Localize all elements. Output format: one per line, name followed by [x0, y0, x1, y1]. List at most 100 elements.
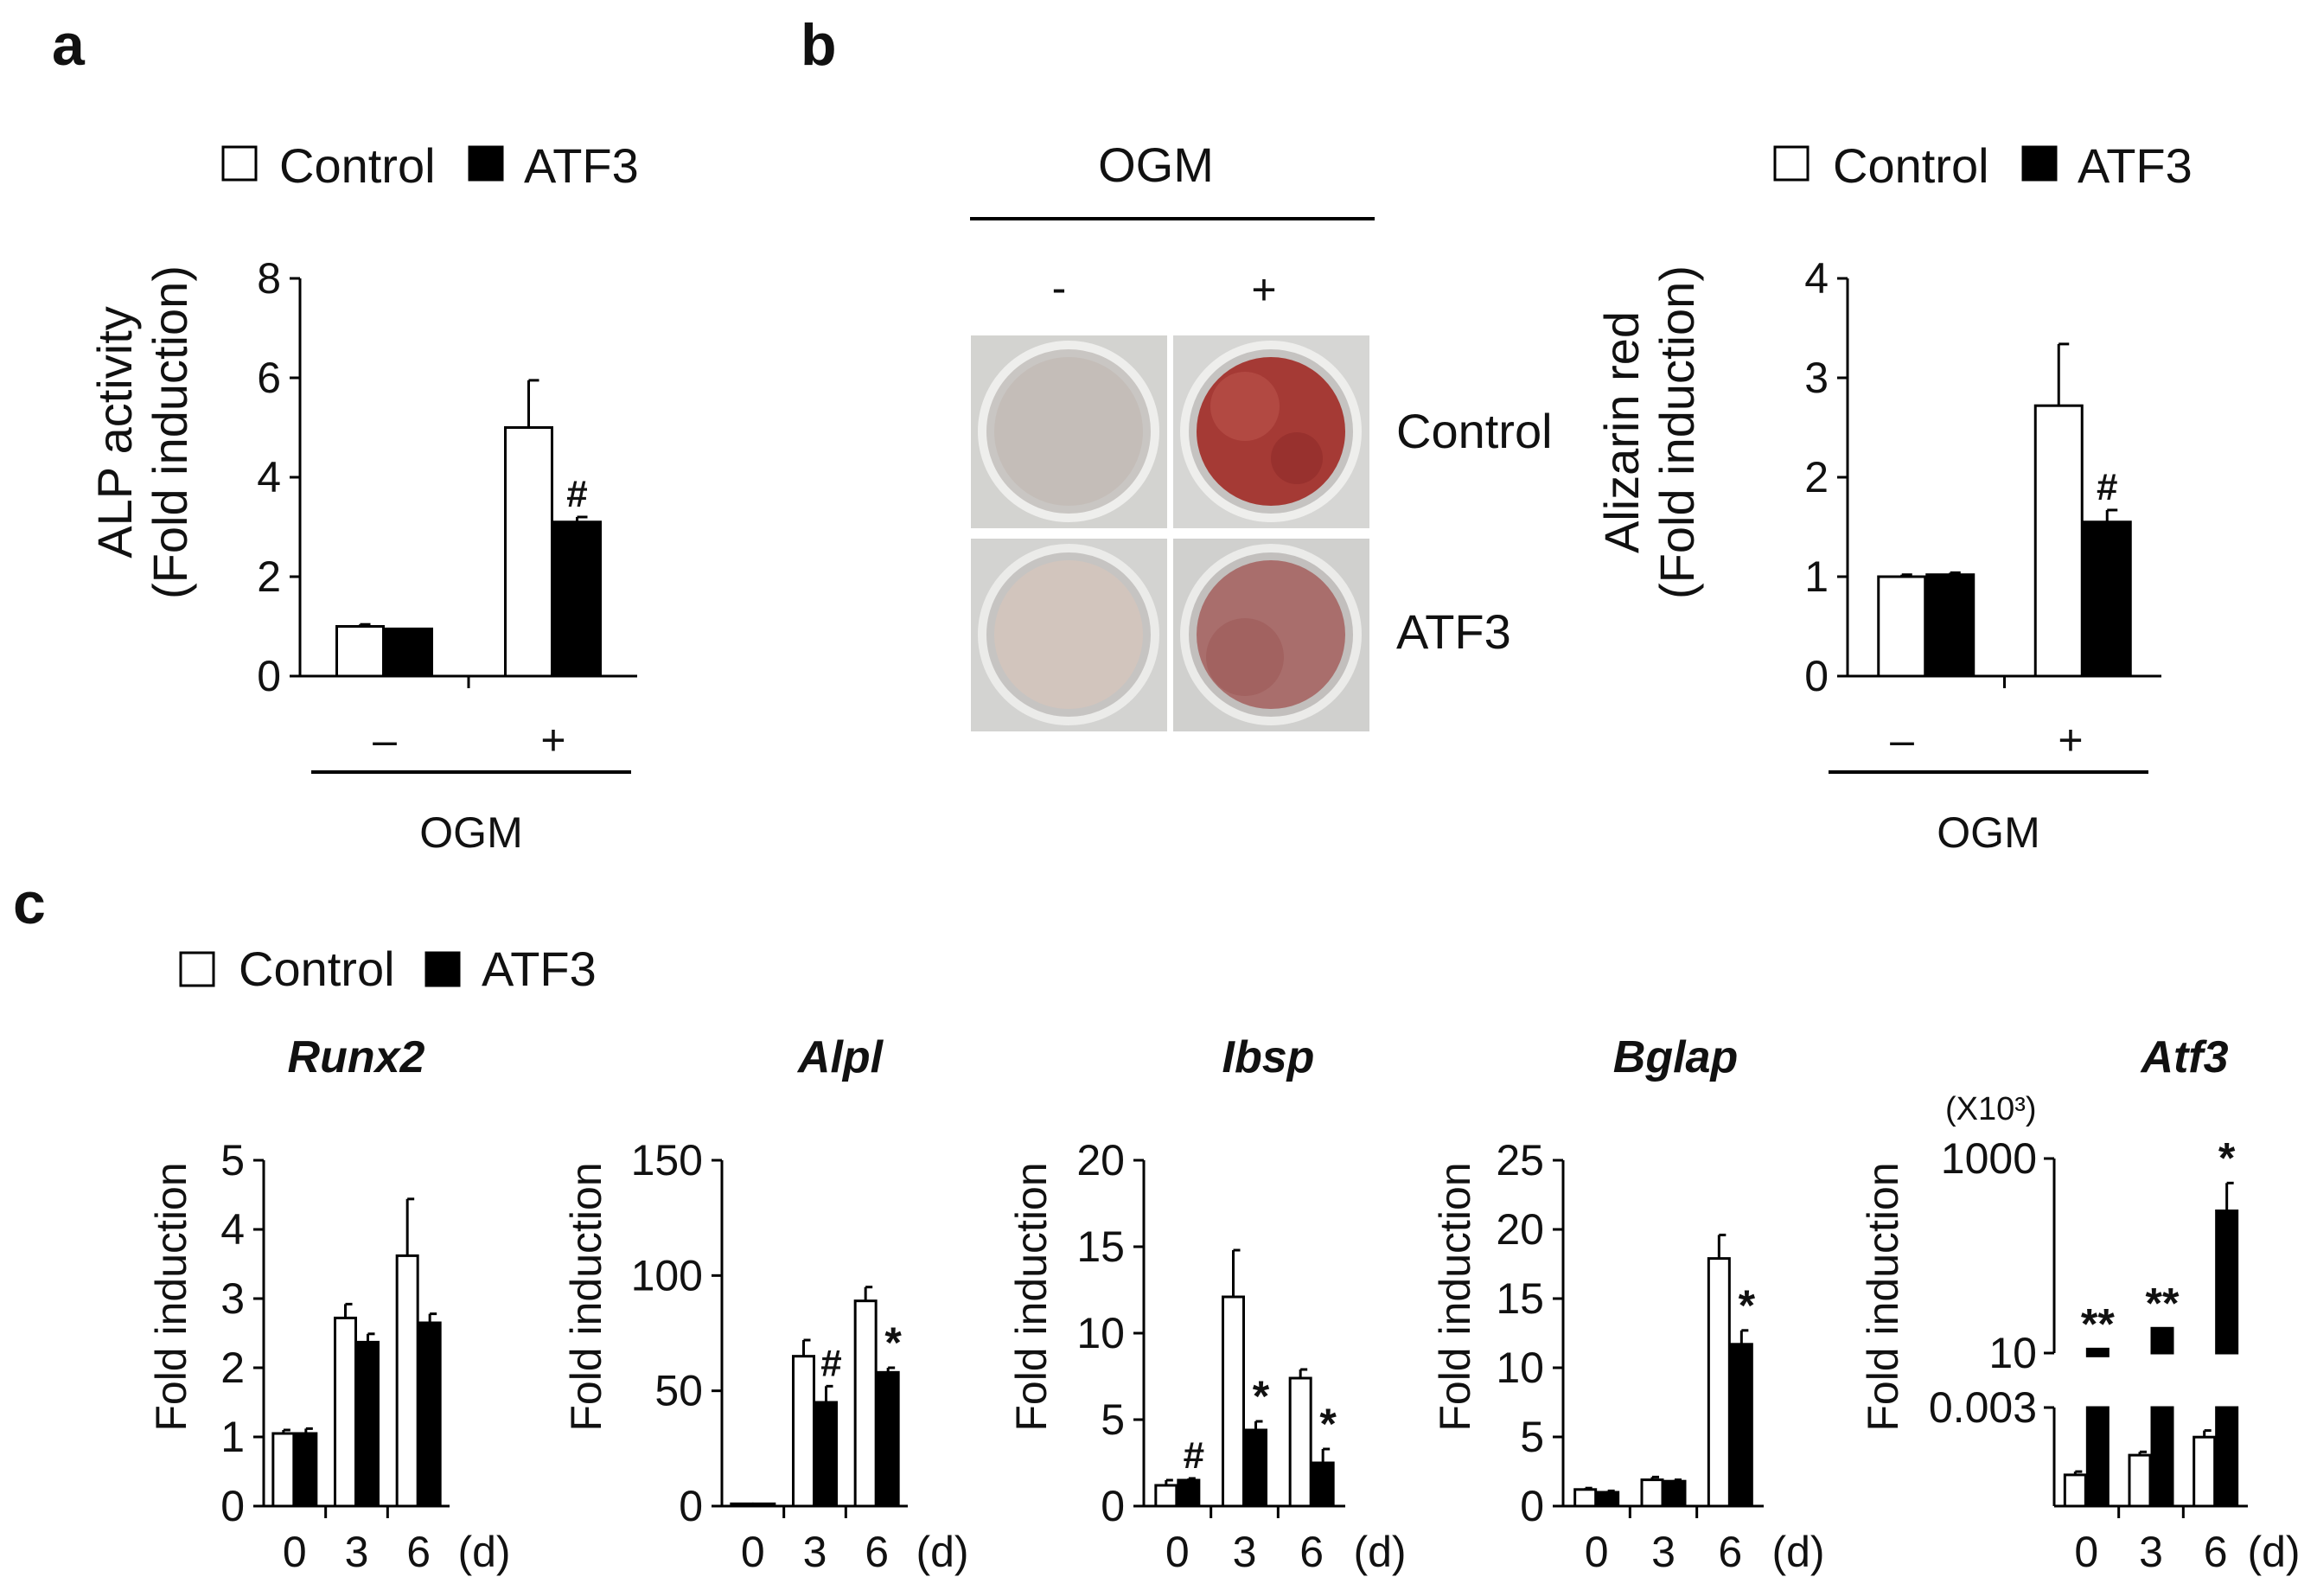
bar-control-3	[2128, 1453, 2152, 1508]
y-tick-label: 5	[1520, 1413, 1544, 1461]
significance-mark: *	[884, 1318, 902, 1367]
bar-atf3-+	[2082, 520, 2132, 678]
bar-atf3-6	[418, 1321, 442, 1508]
gene-title: Runx2	[288, 1032, 425, 1082]
y-tick-label: 100	[631, 1251, 703, 1299]
unit-label: (d)	[1771, 1528, 1824, 1576]
legend-c: Control ATF3	[179, 942, 597, 996]
y-tick-label: 10	[1988, 1329, 2037, 1377]
y-axis-label: Fold induction	[1007, 1162, 1056, 1431]
bar-atf3-6	[1729, 1343, 1753, 1508]
y-tick-label: 3	[1804, 354, 1829, 402]
gene-title: Ibsp	[1222, 1032, 1315, 1082]
bar-control-6	[853, 1299, 878, 1508]
unit-label: (d)	[916, 1528, 968, 1576]
bar-atf3-–	[384, 627, 433, 678]
bar-control-–	[1877, 575, 1927, 678]
bar-atf3-upper-3	[2150, 1326, 2174, 1355]
bar-control-6	[395, 1254, 419, 1508]
bar-control-0	[1154, 1484, 1178, 1508]
y-axis-label: Fold induction	[1859, 1162, 1907, 1431]
y-tick-label: 15	[1496, 1274, 1544, 1323]
x-tick-label: 3	[803, 1528, 827, 1576]
bar-atf3-3	[814, 1401, 838, 1508]
legend-label-control: Control	[279, 138, 436, 193]
legend-swatch-control	[1773, 145, 1810, 182]
significance-mark: #	[566, 473, 587, 515]
row-label-control: Control	[1396, 404, 1553, 458]
bar-control-+	[504, 426, 553, 678]
y-axis-label: Fold induction	[1431, 1162, 1479, 1431]
legend-swatch-atf3	[468, 145, 504, 182]
bar-control-6	[1288, 1376, 1312, 1508]
significance-mark: *	[1319, 1400, 1337, 1448]
bar-atf3-6	[1311, 1461, 1335, 1508]
ogm-minus-label: -	[1052, 264, 1067, 312]
significance-mark: **	[2146, 1279, 2180, 1327]
x-tick-label: –	[373, 716, 397, 764]
y-tick-label: 1	[1804, 552, 1829, 601]
bar-atf3-0	[294, 1432, 318, 1508]
y-tick-label: 10	[1076, 1309, 1125, 1357]
y-tick-label: 50	[654, 1367, 703, 1415]
bar-chart-b: 0 1 2 3 4 # – +	[1804, 254, 2161, 764]
x-tick-label: 0	[1165, 1528, 1190, 1576]
bar-atf3-lower-3	[2150, 1406, 2174, 1508]
y-tick-label: 4	[1804, 254, 1829, 303]
bar-control-+	[2033, 404, 2084, 678]
y-tick-label: 0	[220, 1482, 245, 1530]
legend-label-atf3: ATF3	[524, 138, 639, 193]
y-tick-label: 8	[257, 254, 281, 303]
legend-b: Control ATF3	[1773, 138, 2193, 193]
x-tick-label: 6	[2204, 1528, 2228, 1576]
y-tick-label: 0.003	[1929, 1383, 2037, 1432]
bar-atf3-lower-0	[2085, 1406, 2110, 1508]
x-tick-label: 3	[1651, 1528, 1676, 1576]
bar-atf3-+	[552, 520, 602, 678]
y-tick-label: 10	[1496, 1344, 1544, 1392]
legend-label-atf3: ATF3	[2078, 138, 2193, 193]
y-tick-label: 5	[1101, 1395, 1125, 1444]
ogm-header-b: OGM	[1098, 137, 1214, 192]
panel-label-b: b	[801, 12, 837, 78]
y-tick-label: 25	[1496, 1136, 1544, 1184]
y-tick-label: 0	[1804, 652, 1829, 700]
y-axis-label: Fold induction	[147, 1162, 195, 1431]
gene-title: Alpl	[796, 1032, 884, 1082]
x-tick-label: 0	[1585, 1528, 1609, 1576]
bar-atf3-0	[1177, 1478, 1201, 1508]
x-tick-label: 3	[345, 1528, 369, 1576]
x-tick-label: 3	[1233, 1528, 1257, 1576]
bar-chart-a: 0 2 4 6 8 # – +	[257, 254, 637, 764]
well-control-minus	[971, 335, 1167, 528]
legend-label-atf3: ATF3	[482, 942, 597, 996]
y-axis-label-b: Alizarin red (Fold induction)	[1594, 265, 1704, 599]
bar-control-–	[335, 625, 385, 678]
gene-title: Atf3	[2139, 1032, 2228, 1082]
well-control-plus	[1173, 335, 1369, 528]
bar-control-3	[1640, 1478, 1664, 1508]
ogm-plus-label: +	[1251, 265, 1276, 314]
y-tick-label: 1	[220, 1413, 245, 1461]
legend-swatch-control	[221, 145, 258, 182]
x-tick-label: 6	[406, 1528, 431, 1576]
y-axis-label-line1: ALP activity	[87, 306, 142, 559]
unit-label: (d)	[2247, 1528, 2300, 1576]
y-tick-label: 5	[220, 1136, 245, 1184]
bar-atf3-upper-6	[2215, 1209, 2239, 1355]
y-tick-label: 20	[1496, 1205, 1544, 1254]
significance-mark: *	[1253, 1372, 1270, 1420]
bar-atf3-6	[876, 1370, 900, 1508]
y-axis-label-line2: (Fold induction)	[143, 265, 197, 599]
bar-chart-atf3: Atf3(X10³)Fold induction 0.003101000**0**…	[1859, 1032, 2301, 1576]
bar-control-3	[1222, 1295, 1245, 1508]
significance-mark: **	[2081, 1299, 2115, 1348]
y-tick-label: 0	[257, 652, 281, 700]
bar-control-0	[1573, 1488, 1598, 1508]
bar-control-0	[2063, 1473, 2087, 1508]
significance-mark: *	[1739, 1281, 1756, 1330]
